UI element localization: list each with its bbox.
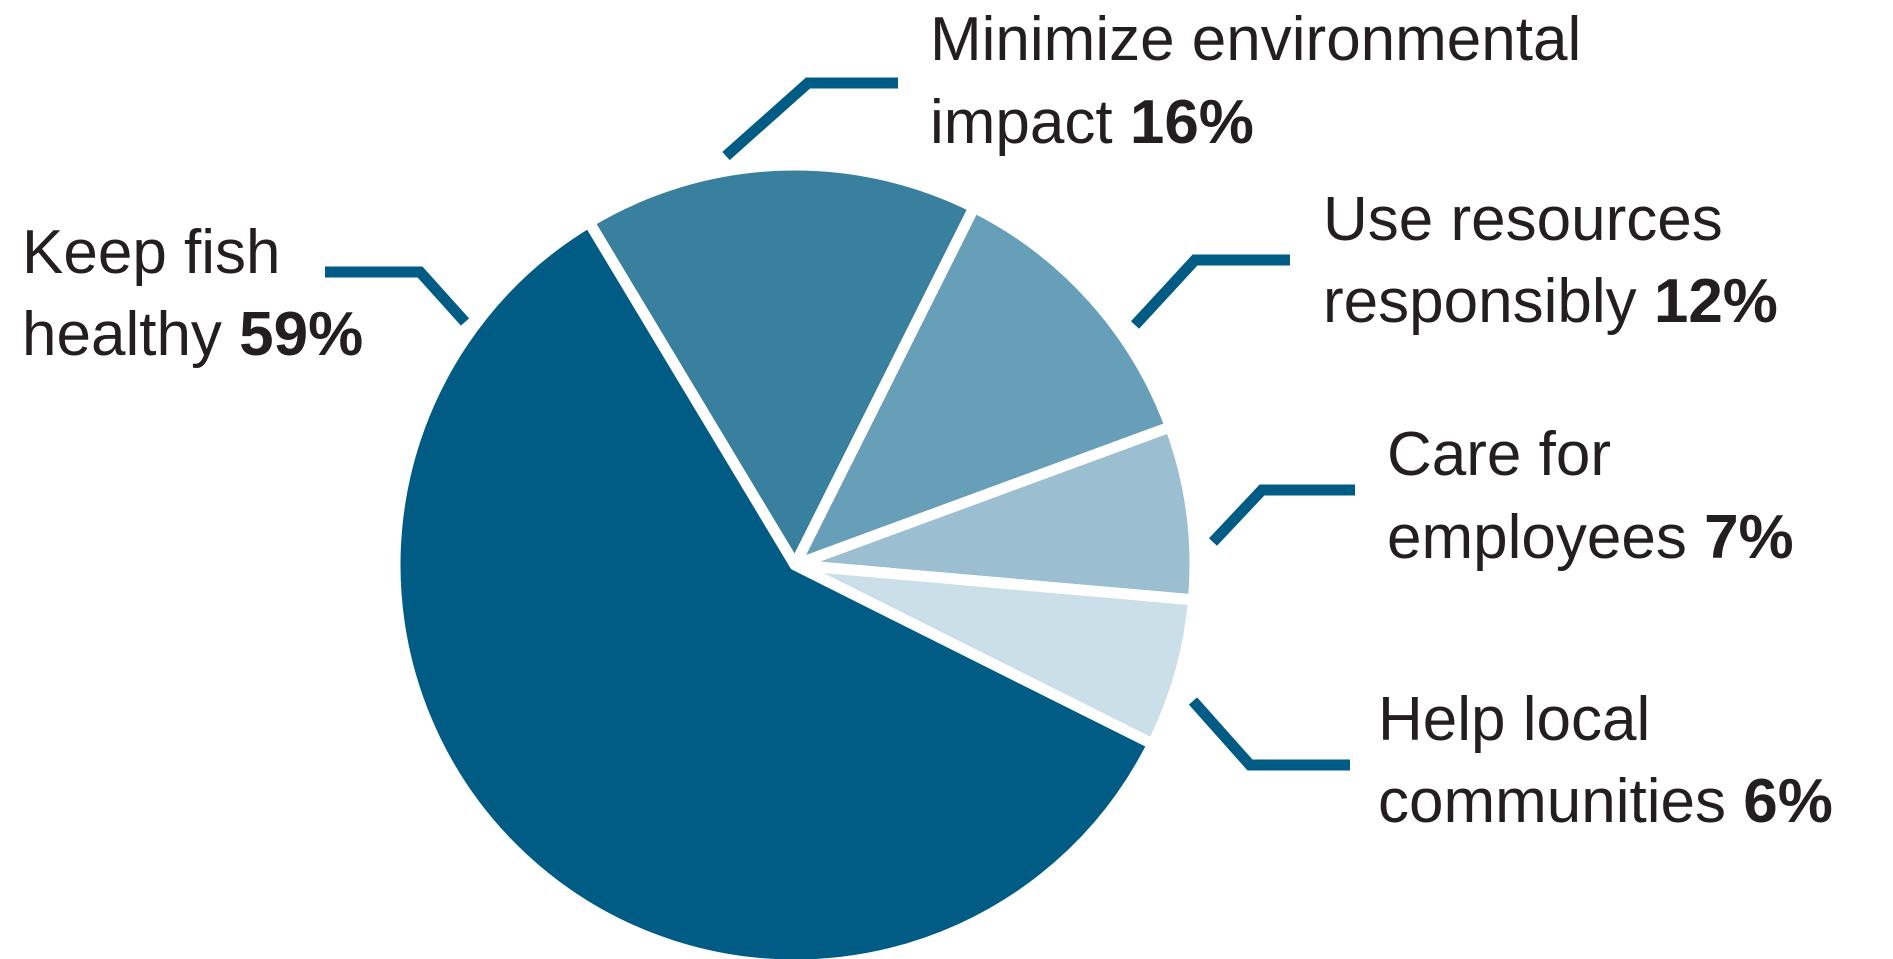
label-care-for-employees: Care for employees 7% [1387,420,1794,572]
label-percent: 6% [1743,767,1833,836]
label-line-2-text: responsibly [1323,267,1637,336]
label-line-2-text: healthy [22,300,222,369]
label-line-2-text: employees [1387,503,1687,572]
label-spacer [1113,88,1130,157]
label-line-2: healthy 59% [22,300,363,369]
leader-keep-fish-healthy [325,266,470,326]
label-line-2: responsibly 12% [1323,267,1778,336]
slice-keep-fish-healthy [389,216,1159,959]
label-percent: 12% [1654,267,1778,336]
label-spacer [222,300,239,369]
leader-lines [325,77,1355,771]
leader-use-resources-responsibly [1130,254,1290,329]
label-line-1: Minimize environmental [930,5,1581,74]
label-percent: 7% [1704,503,1794,572]
label-help-local-communities: Help local communities 6% [1378,685,1833,836]
slice-labels: Keep fish healthy 59% Minimize environment… [22,5,1833,836]
leader-minimize-environmental-impact [722,77,898,161]
label-line-1: Use resources [1323,185,1723,254]
slice-use-resources-responsibly [789,201,1176,571]
leader-care-for-employees [1208,484,1355,546]
leader-help-local-communities [1188,697,1350,771]
label-line-2: impact 16% [930,88,1254,157]
label-line-2: communities 6% [1378,767,1833,836]
label-spacer [1726,767,1743,836]
label-percent: 16% [1130,88,1254,157]
label-line-1: Keep fish [22,218,281,287]
slice-care-for-employees [789,421,1201,606]
label-use-resources-responsibly: Use resources responsibly 12% [1323,185,1778,336]
slice-minimize-environmental-impact [583,159,980,571]
label-line-1: Help local [1378,685,1650,754]
label-minimize-environmental-impact: Minimize environmental impact 16% [930,5,1581,157]
label-spacer [1687,503,1704,572]
label-spacer [1637,267,1654,336]
label-line-2-text: communities [1378,767,1726,836]
label-line-2: employees 7% [1387,503,1794,572]
label-keep-fish-healthy: Keep fish healthy 59% [22,218,363,369]
pie-slices [389,159,1201,959]
label-line-2-text: impact [930,88,1113,157]
label-percent: 59% [239,300,363,369]
label-line-1: Care for [1387,420,1611,489]
